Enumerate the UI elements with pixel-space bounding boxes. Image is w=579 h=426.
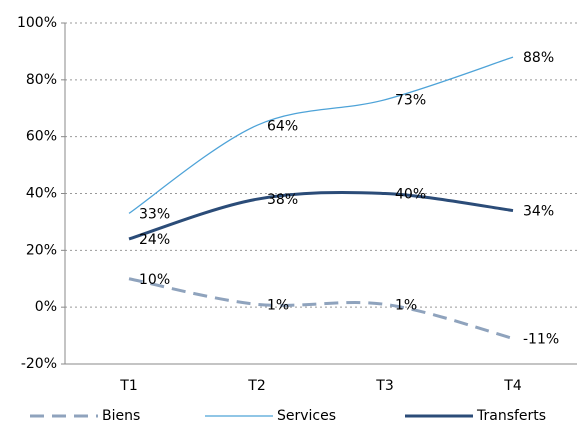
data-label: 34% (523, 204, 554, 220)
data-label: 1% (267, 297, 289, 313)
data-label: 10% (139, 272, 170, 288)
y-tick-label: 100% (17, 15, 57, 31)
data-label: -11% (523, 331, 559, 347)
data-label: 38% (267, 192, 298, 208)
x-tick-label: T3 (375, 378, 393, 394)
line-series (128, 277, 514, 340)
y-tick-label: 20% (26, 242, 57, 258)
y-tick-label: 0% (35, 299, 57, 315)
x-tick-label: T4 (503, 378, 522, 394)
line-series (128, 56, 514, 214)
data-label: 1% (395, 297, 417, 313)
x-tick-label: T1 (119, 378, 137, 394)
data-label: 40% (395, 187, 426, 203)
data-label: 73% (395, 93, 426, 109)
line-series (128, 190, 514, 241)
y-tick-label: -20% (21, 356, 57, 372)
x-tick-label: T2 (247, 378, 265, 394)
data-label: 33% (139, 206, 170, 222)
y-tick-label: 40% (26, 186, 57, 202)
legend-label: Transferts (476, 408, 546, 424)
legend-label: Services (277, 408, 336, 424)
data-label: 88% (523, 50, 554, 66)
data-label: 24% (139, 232, 170, 248)
y-tick-label: 80% (26, 72, 57, 88)
data-label: 64% (267, 118, 298, 134)
y-tick-label: 60% (26, 129, 57, 145)
legend-label: Biens (102, 408, 140, 424)
